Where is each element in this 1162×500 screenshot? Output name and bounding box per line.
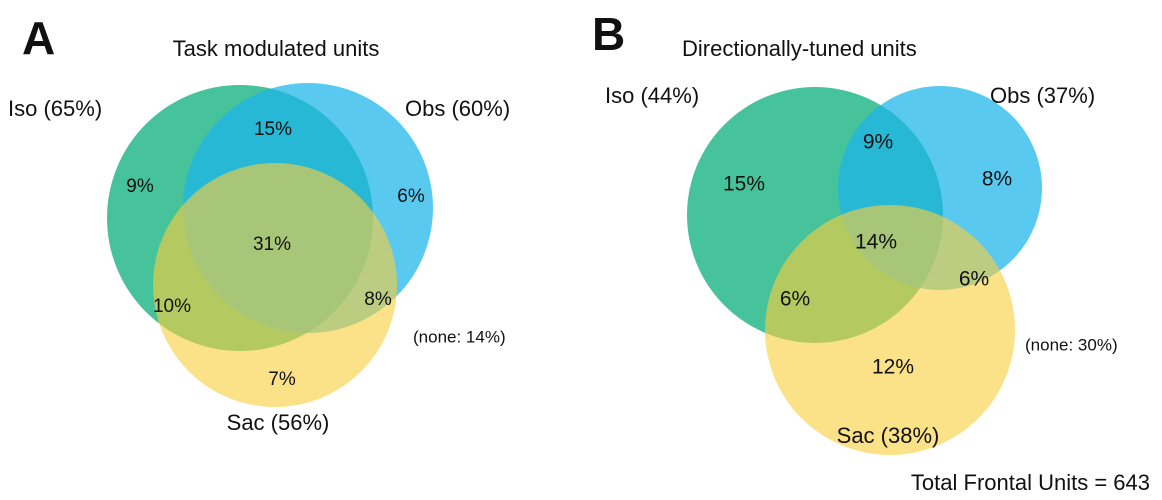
- panel-letter: B: [592, 8, 625, 60]
- panel-title: Directionally-tuned units: [682, 36, 917, 61]
- panel-b: B Directionally-tuned units Iso (44%) Ob…: [592, 8, 1118, 455]
- region-label: 6%: [397, 186, 425, 207]
- region-label: 12%: [872, 356, 914, 379]
- region-label: 8%: [364, 289, 392, 310]
- sac-circle: [765, 205, 1015, 455]
- set-label: Obs (37%): [990, 83, 1095, 108]
- region-label: 14%: [855, 231, 897, 254]
- region-label: 10%: [153, 296, 191, 317]
- set-label: Iso (65%): [8, 96, 102, 121]
- set-label: Sac (38%): [837, 423, 940, 448]
- region-label: 6%: [780, 288, 810, 311]
- region-label: 6%: [959, 268, 989, 291]
- set-label: Iso (44%): [605, 83, 699, 108]
- none-label: (none: 14%): [413, 327, 506, 346]
- region-label: 31%: [253, 234, 291, 255]
- panel-a: A Task modulated units Iso (65%) Obs (60…: [8, 12, 510, 435]
- region-label: 15%: [254, 119, 292, 140]
- region-label: 15%: [723, 173, 765, 196]
- footer-note: Total Frontal Units = 643: [911, 470, 1150, 495]
- panel-letter: A: [22, 12, 55, 64]
- set-label: Sac (56%): [227, 410, 330, 435]
- region-label: 9%: [126, 176, 154, 197]
- sac-circle: [153, 163, 397, 407]
- region-label: 9%: [863, 131, 893, 154]
- set-label: Obs (60%): [405, 96, 510, 121]
- panel-title: Task modulated units: [173, 36, 380, 61]
- region-label: 8%: [982, 168, 1012, 191]
- region-label: 7%: [268, 369, 296, 390]
- none-label: (none: 30%): [1025, 335, 1118, 354]
